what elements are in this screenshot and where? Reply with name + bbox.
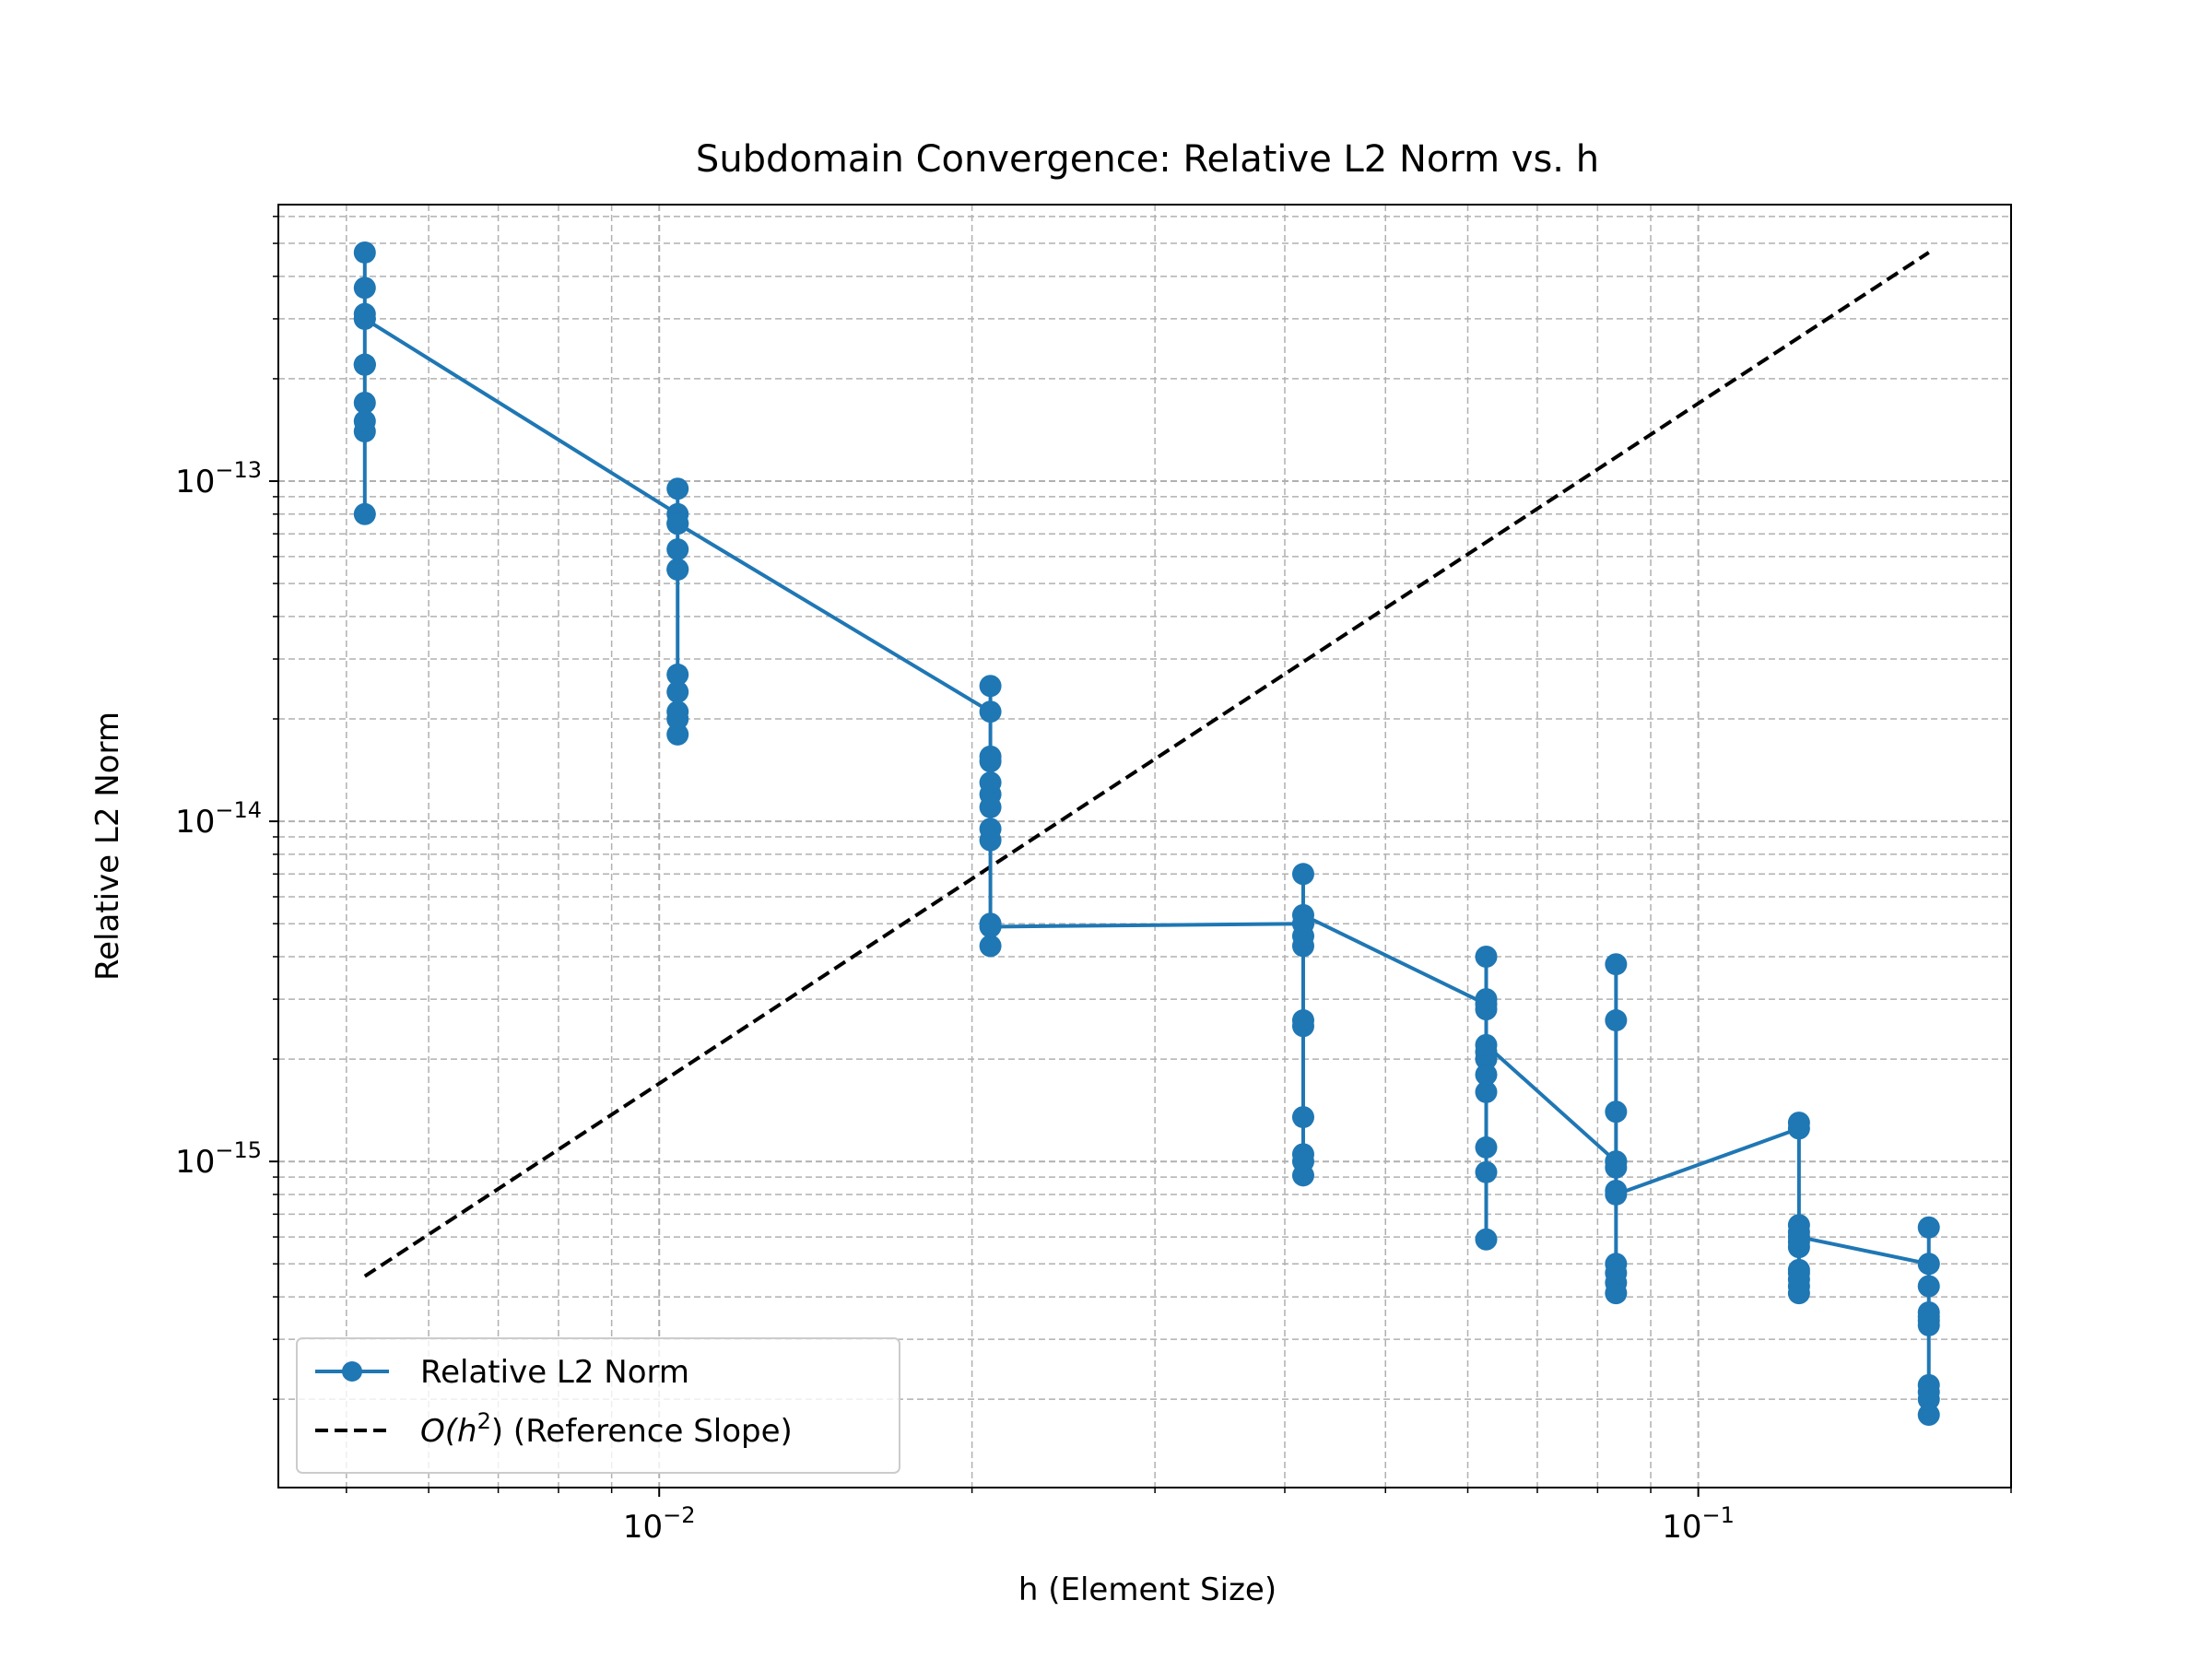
l2-norm-point [666,512,689,535]
l2-norm-point [1291,1009,1314,1032]
l2-norm-point [1917,1216,1940,1239]
l2-norm-point [1475,1228,1498,1251]
x-axis-label: h (Element Size) [1018,1571,1277,1608]
l2-norm-point [1291,903,1314,926]
l2-norm-point [1291,924,1314,947]
l2-norm-point [1917,1305,1940,1328]
series-layer [353,241,1940,1427]
l2-norm-point [979,829,1002,852]
l2-norm-point [1787,1262,1810,1285]
l2-norm-point [1475,945,1498,968]
l2-norm-point [979,915,1002,938]
legend: Relative L2 Norm O(h2) (Reference Slope) [296,1337,900,1474]
l2-norm-point [1917,1404,1940,1427]
y-axis-label: Relative L2 Norm [89,712,126,981]
l2-norm-point [1475,1135,1498,1159]
l2-norm-point [1605,1182,1628,1206]
l2-norm-point [1291,1150,1314,1173]
l2-norm-point [1475,1063,1498,1086]
l2-norm-point [1917,1275,1940,1298]
l2-norm-point [979,675,1002,698]
l2-norm-point [1291,863,1314,886]
y-tick-label: 10−14 [175,797,262,841]
l2-norm-point [1917,1381,1940,1404]
l2-norm-point [979,935,1002,958]
legend-label-l2: Relative L2 Norm [420,1354,689,1391]
l2-norm-point [666,723,689,746]
y-tick-label: 10−15 [175,1137,262,1181]
l2-norm-point [979,771,1002,794]
x-tick-label: 10−2 [623,1502,696,1546]
l2-norm-point [1605,1262,1628,1285]
l2-norm-point [353,391,376,414]
l2-norm-point [1475,1160,1498,1183]
l2-norm-point [666,680,689,703]
legend-label-ref: O(h2) (Reference Slope) [420,1408,793,1450]
l2-norm-point [1605,953,1628,976]
l2-norm-point [666,558,689,581]
l2-norm-point [1605,1100,1628,1124]
l2-norm-point [666,477,689,500]
l2-norm-point [1787,1226,1810,1249]
l2-norm-point [979,745,1002,768]
x-tick-label: 10−1 [1662,1502,1735,1546]
l2-norm-point [1475,1080,1498,1103]
y-tick-label: 10−13 [175,457,262,500]
legend-marker-l2 [342,1361,362,1382]
l2-norm-point [1605,1009,1628,1032]
l2-norm-point [353,241,376,264]
l2-norm-point [979,795,1002,818]
l2-norm-point [666,708,689,731]
legend-box [296,1337,900,1474]
l2-norm-point [353,276,376,300]
l2-norm-point [979,700,1002,724]
l2-norm-point [666,663,689,686]
l2-norm-point [353,307,376,330]
l2-norm-point [1917,1253,1940,1276]
l2-norm-point [353,502,376,525]
l2-norm-point [353,353,376,376]
l2-norm-point [1475,1033,1498,1056]
l2-norm-point [1787,1112,1810,1135]
l2-norm-point [353,410,376,433]
l2-norm-point [1605,1282,1628,1305]
grid [278,205,2012,1488]
l2-norm-point [666,538,689,561]
l2-norm-point [1475,998,1498,1021]
chart-title: Subdomain Convergence: Relative L2 Norm … [696,138,1599,181]
axes-frame [277,204,2012,1488]
l2-norm-point [1291,1106,1314,1129]
reference-slope-line [363,251,1930,1278]
l2-norm-point [1605,1156,1628,1179]
ticks: 10−2 10−1 10−13 10−14 10−15 [175,216,2012,1546]
